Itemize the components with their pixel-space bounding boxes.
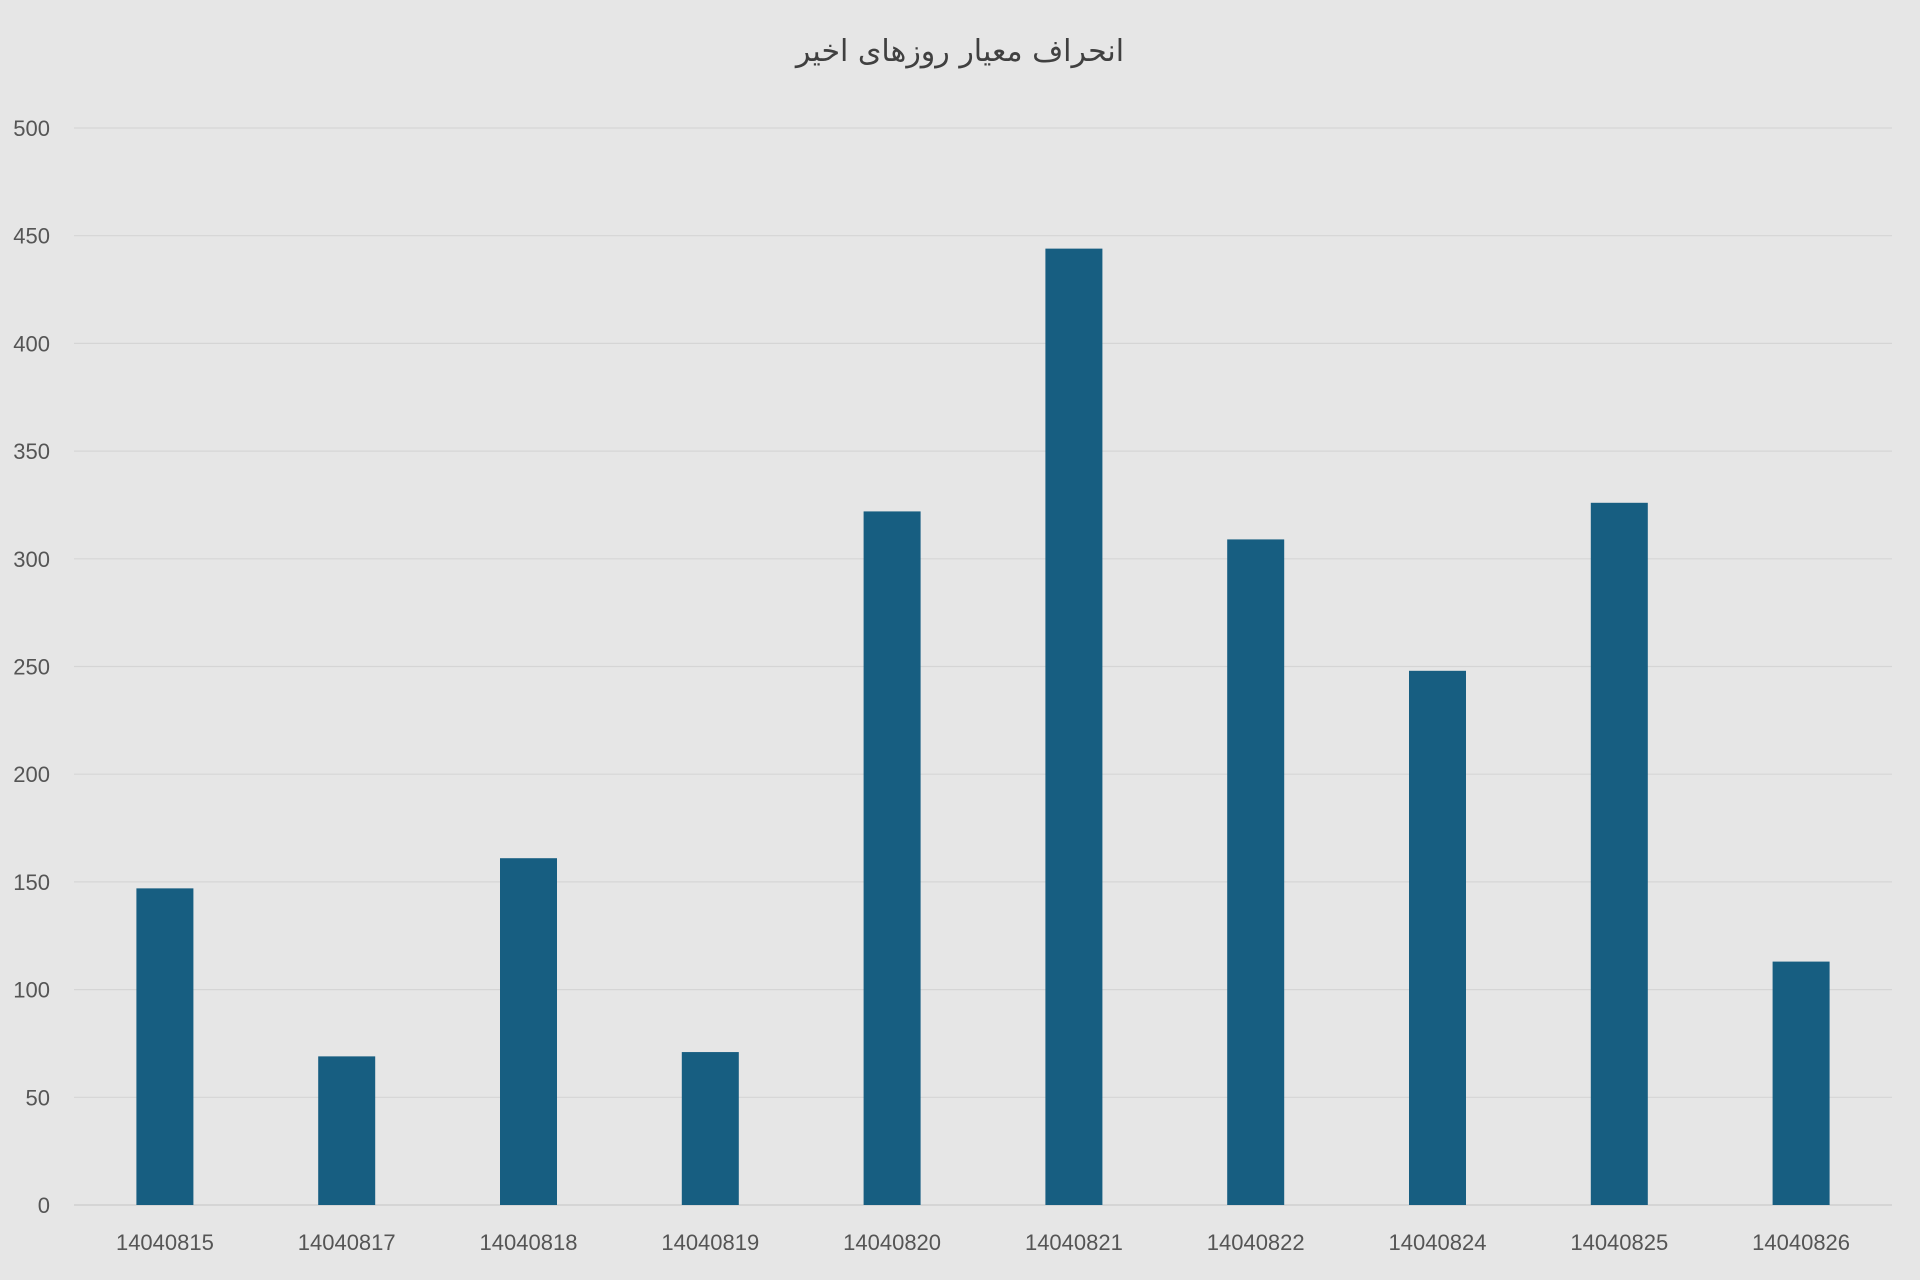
x-tick-label: 14040815 bbox=[116, 1230, 214, 1255]
bar bbox=[681, 1052, 739, 1205]
y-tick-label: 500 bbox=[13, 116, 50, 141]
x-tick-label: 14040821 bbox=[1025, 1230, 1123, 1255]
bars bbox=[136, 248, 1830, 1205]
bar bbox=[1409, 670, 1466, 1205]
bar bbox=[1590, 502, 1648, 1205]
y-tick-label: 250 bbox=[13, 655, 50, 680]
bar bbox=[500, 858, 557, 1205]
y-tick-label: 200 bbox=[13, 762, 50, 787]
x-tick-label: 14040824 bbox=[1389, 1230, 1487, 1255]
x-tick-label: 14040826 bbox=[1752, 1230, 1850, 1255]
x-tick-label: 14040822 bbox=[1207, 1230, 1305, 1255]
y-tick-label: 0 bbox=[38, 1193, 50, 1218]
grid-lines bbox=[74, 127, 1892, 1206]
x-tick-label: 14040817 bbox=[298, 1230, 396, 1255]
y-tick-label: 100 bbox=[13, 978, 50, 1003]
bar bbox=[1227, 539, 1285, 1205]
y-tick-label: 350 bbox=[13, 439, 50, 464]
x-tick-label: 14040818 bbox=[480, 1230, 578, 1255]
y-tick-label: 450 bbox=[13, 224, 50, 249]
bar bbox=[1772, 961, 1830, 1205]
bar bbox=[1045, 248, 1103, 1205]
x-tick-label: 14040820 bbox=[843, 1230, 941, 1255]
y-axis-ticks: 0 50 100 150 200 250 300 350 400 450 500 bbox=[13, 116, 50, 1218]
y-tick-label: 50 bbox=[26, 1085, 50, 1110]
y-tick-label: 150 bbox=[13, 870, 50, 895]
y-tick-label: 400 bbox=[13, 331, 50, 356]
bar bbox=[863, 511, 921, 1205]
bar bbox=[318, 1056, 376, 1205]
bar bbox=[136, 888, 194, 1205]
y-tick-label: 300 bbox=[13, 547, 50, 572]
x-axis-ticks: 14040815 14040817 14040818 14040819 14040820… bbox=[116, 1230, 1850, 1255]
chart-title: انحراف معیار روزهای اخیر bbox=[795, 34, 1125, 69]
x-tick-label: 14040819 bbox=[661, 1230, 759, 1255]
x-tick-label: 14040825 bbox=[1570, 1230, 1668, 1255]
